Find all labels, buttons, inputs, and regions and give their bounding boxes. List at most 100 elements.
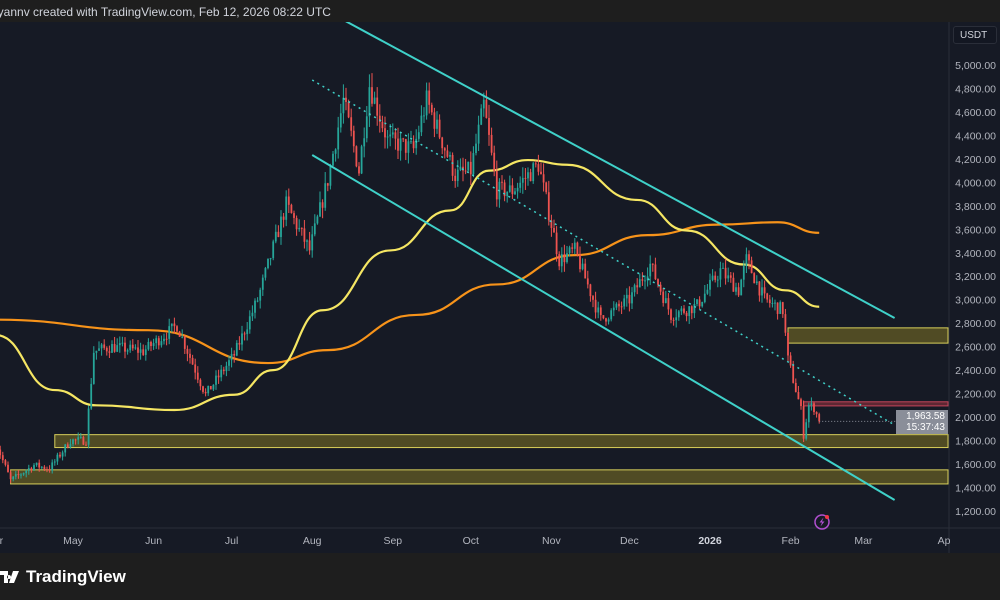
candle <box>113 344 116 352</box>
candle <box>412 141 415 149</box>
candle <box>48 469 51 471</box>
candle <box>501 181 503 183</box>
candle <box>768 299 771 304</box>
candle <box>685 312 688 317</box>
candle <box>407 141 410 153</box>
candle <box>121 342 124 344</box>
candle <box>66 444 69 448</box>
currency-label[interactable]: USDT <box>953 26 997 44</box>
candle <box>711 275 714 280</box>
candle <box>368 87 371 117</box>
candle <box>472 153 475 175</box>
time-tick-label: Oct <box>463 535 479 547</box>
candle <box>680 308 683 312</box>
candle <box>729 275 732 278</box>
candle <box>189 353 191 358</box>
candle <box>610 310 613 320</box>
candle <box>116 345 119 352</box>
candle <box>524 177 527 179</box>
candle <box>137 347 139 353</box>
candle <box>376 97 379 116</box>
notification-dot <box>825 515 829 519</box>
tradingview-logo-icon <box>0 571 19 583</box>
channel-mid <box>311 79 895 426</box>
candle <box>589 284 592 297</box>
candle <box>46 469 48 471</box>
candle <box>441 137 444 149</box>
tradingview-logo[interactable]: TradingView <box>0 567 126 587</box>
candle <box>358 166 360 174</box>
candle <box>155 338 158 344</box>
header-bar: ayannv created with TradingView.com, Feb… <box>0 0 1000 22</box>
candle <box>43 466 46 470</box>
candle <box>389 134 392 137</box>
candle <box>40 466 43 468</box>
candle <box>254 300 256 313</box>
candle <box>152 343 155 347</box>
candle <box>771 302 774 304</box>
time-tick-label: 2026 <box>698 535 722 547</box>
candle <box>506 191 509 197</box>
candle <box>64 444 67 453</box>
candle <box>792 365 795 383</box>
candle <box>724 267 727 279</box>
candle <box>404 139 407 153</box>
candle <box>313 223 316 235</box>
candle <box>410 141 412 143</box>
candle <box>35 462 38 466</box>
candle <box>797 392 800 400</box>
candle <box>79 437 82 439</box>
candle <box>737 287 740 296</box>
candle <box>599 307 602 316</box>
footer: TradingView <box>0 553 1000 600</box>
candle <box>633 285 636 293</box>
candle <box>456 169 459 182</box>
candle <box>82 437 85 445</box>
candle <box>142 349 145 355</box>
candle <box>196 372 199 380</box>
candle <box>402 138 405 140</box>
price-tick-label: 3,000.00 <box>955 295 996 307</box>
price-tick-label: 1,600.00 <box>955 459 996 471</box>
candle <box>602 315 605 319</box>
candle <box>365 116 368 139</box>
candle <box>521 177 524 183</box>
candle <box>469 161 472 175</box>
candle <box>443 148 446 151</box>
price-chart[interactable]: 5,000.00 4,800.00 4,600.00 4,400.00 4,200.00… <box>0 22 1000 553</box>
candle <box>165 338 168 340</box>
lightning-icon <box>814 514 830 530</box>
candle <box>194 364 197 373</box>
candle <box>667 298 670 310</box>
candle <box>27 468 30 471</box>
candle <box>482 99 485 109</box>
candle <box>118 343 121 346</box>
candle <box>477 124 480 144</box>
candle <box>243 333 246 335</box>
candle <box>664 298 667 303</box>
candle <box>763 287 766 294</box>
candle <box>727 275 730 279</box>
candle <box>248 316 251 330</box>
candle <box>438 119 441 138</box>
candle <box>813 403 815 413</box>
price-tick-label: 4,200.00 <box>955 154 996 166</box>
candle <box>714 275 717 280</box>
lightning-icon-bolt <box>819 517 825 527</box>
candle <box>176 326 178 332</box>
price-tick-label: 1,400.00 <box>955 482 996 494</box>
candle <box>147 341 150 350</box>
price-tick-label: 2,000.00 <box>955 412 996 424</box>
candle <box>339 113 342 128</box>
chart-area[interactable]: 5,000.00 4,800.00 4,600.00 4,400.00 4,200.00… <box>0 22 1000 553</box>
candle <box>144 349 147 355</box>
support-zone-1 <box>54 434 949 449</box>
candle <box>264 268 267 278</box>
candle <box>350 117 353 131</box>
candle <box>272 241 275 259</box>
candle <box>449 154 451 157</box>
price-tick-label: 3,600.00 <box>955 224 996 236</box>
candle <box>303 228 306 242</box>
candle <box>230 353 233 361</box>
candle <box>131 344 134 349</box>
